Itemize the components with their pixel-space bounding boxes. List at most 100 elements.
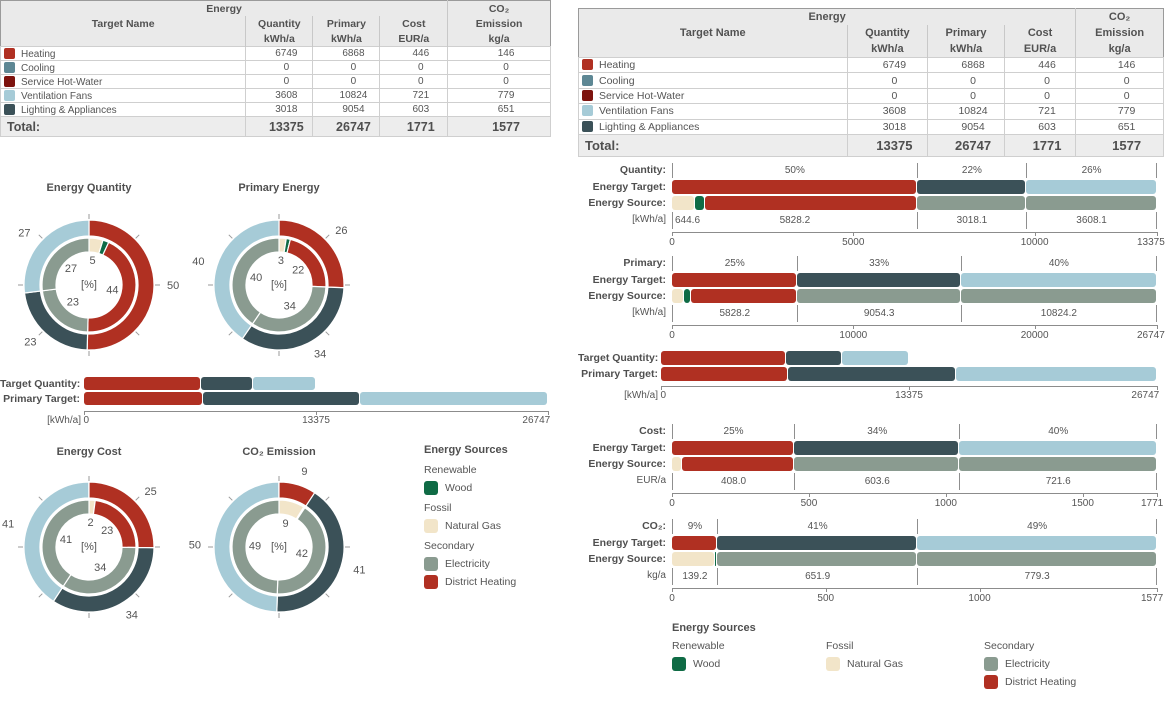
table-row: Lighting & Appliances 3018 9054 603 651 — [578, 118, 1164, 135]
axis-tick-label: 0 — [669, 330, 675, 341]
donut-axis-tick — [38, 331, 43, 336]
row-name-cell: Ventilation Fans — [578, 103, 848, 120]
legend-group-label: Secondary — [424, 540, 475, 552]
legend-group-label: Secondary — [984, 640, 1035, 652]
bar-segment-electricity — [917, 552, 1157, 566]
row-value: 146 — [1075, 56, 1164, 74]
table-header-col: Quantity — [846, 25, 928, 41]
legend-title: Energy Sources — [424, 444, 508, 456]
value-cell: 3608.1 — [1026, 212, 1157, 229]
legend-item-wood: Wood — [424, 481, 564, 495]
donut-chart: 25 34 41 2 23 34 41 [%] — [2, 476, 160, 622]
legend-item-label: Wood — [693, 658, 721, 670]
percent-cell: 49% — [917, 519, 1157, 534]
value-cell: 603.6 — [794, 473, 959, 490]
bar-segment-naturalGas — [672, 552, 714, 566]
legend-title: Energy Sources — [672, 622, 756, 634]
table-header-co2: CO₂ — [447, 0, 551, 16]
row-value: 0 — [447, 60, 551, 75]
total-value: 1771 — [379, 116, 449, 137]
hbar-unit-label: kg/a — [647, 570, 666, 581]
donut-label: 44 — [106, 284, 118, 296]
row-name: Ventilation Fans — [599, 105, 674, 118]
value-label: 408.0 — [721, 476, 747, 487]
row-value: 779 — [447, 88, 551, 103]
legend-item-label: Natural Gas — [445, 520, 502, 532]
bar-segment-wood — [683, 289, 690, 303]
donut-segment-electricity — [231, 237, 280, 325]
row-value: 9054 — [312, 102, 381, 117]
axis-tick — [979, 588, 981, 592]
donut-title: Primary Energy — [238, 182, 320, 194]
bar-segment-lighting — [788, 367, 956, 381]
bar-segment-heating — [672, 441, 794, 455]
bar-segment-ventilation — [360, 392, 547, 405]
axis-tick-label: 1577 — [1140, 593, 1164, 604]
row-value: 9054 — [927, 118, 1005, 135]
table-header-unit: kWh/a — [312, 31, 380, 47]
bar-segment-ventilation — [842, 351, 909, 365]
table-header-target-name: Target Name — [0, 16, 246, 31]
value-label: 5828.2 — [779, 215, 811, 226]
table-header-unit: kWh/a — [846, 41, 928, 58]
energy-table: Energy CO₂ Target Name Quantity Primary Cost E… — [578, 8, 1164, 157]
axis-tick — [1157, 493, 1158, 497]
table-header-empty — [578, 41, 848, 58]
right-report-page: Energy CO₂ Target Name Quantity Primary Cost E… — [578, 0, 1165, 703]
donut-label: 42 — [296, 548, 308, 560]
donut-axis-tick — [325, 331, 330, 336]
percent-cell: 9% — [672, 519, 717, 534]
table-header-col: Emission — [447, 16, 551, 31]
row-value: 446 — [1003, 56, 1077, 74]
total-value: 1577 — [1075, 133, 1164, 157]
axis-line — [661, 386, 1157, 387]
donut-center-unit: [%] — [81, 279, 97, 291]
table-header-unit: kWh/a — [927, 41, 1005, 58]
table-row: Ventilation Fans 3608 10824 721 779 — [578, 103, 1164, 120]
left-report-page: Energy CO₂ Target Name Quantity Primary Cost E… — [0, 0, 560, 703]
stacked-bar-wrap: Target Quantity: Primary Target: 0 13375 267… — [578, 349, 1165, 411]
axis-line — [84, 411, 548, 412]
donut-label: 49 — [249, 540, 261, 552]
donut-chart: 50 23 27 5 44 23 27 [%] — [18, 214, 179, 356]
donut-axis-tick — [228, 331, 233, 336]
row-value: 603 — [1003, 118, 1077, 135]
value-label: 10824.2 — [1040, 308, 1077, 319]
row-value: 0 — [927, 72, 1005, 89]
bar-segment-lighting — [796, 273, 960, 287]
legend-item-label: Electricity — [445, 558, 490, 570]
axis-tick-label: 1771 — [1140, 498, 1164, 509]
axis-tick — [548, 411, 549, 415]
axis-tick — [672, 232, 673, 236]
bar-segment-districtHeating — [705, 196, 916, 210]
district-heating-swatch — [984, 675, 998, 689]
donut-label: 25 — [145, 486, 157, 498]
donut-axis-tick — [135, 234, 140, 239]
row-value: 3608 — [846, 103, 929, 120]
table-header-energy: Energy — [578, 8, 1076, 25]
table-row: Lighting & Appliances 3018 9054 603 651 — [0, 102, 551, 117]
donut-label: 2 — [88, 517, 94, 529]
table-row: Service Hot-Water 0 0 0 0 — [578, 87, 1164, 105]
bar-segment-lighting — [203, 392, 360, 405]
energy-target-bar — [672, 180, 1157, 194]
legend-group-label: Fossil — [826, 640, 854, 652]
hbar-chart-cost: Cost: Energy Target: Energy Source: EUR/a 25… — [578, 424, 1165, 510]
bar-segment-ventilation — [960, 273, 1156, 287]
table-header-col: Primary — [312, 16, 380, 31]
row-name-cell: Service Hot-Water — [578, 87, 848, 105]
donut-segment-electricity — [231, 499, 280, 595]
bar-segment-wood — [695, 196, 705, 210]
row-name: Service Hot-Water — [21, 76, 103, 88]
bar-segment-naturalGas — [672, 196, 695, 210]
value-label: 3608.1 — [1076, 215, 1107, 226]
donut-axis-tick — [135, 496, 140, 501]
donut-segment-electricity — [41, 499, 90, 587]
row-value: 0 — [245, 74, 314, 89]
hbar-name-label: Cost: — [639, 425, 666, 437]
row-value: 603 — [379, 102, 449, 117]
hbar-source-row-label: Energy Source: — [588, 197, 666, 209]
percent-cell: 25% — [672, 424, 794, 439]
donut-label: 41 — [2, 519, 14, 531]
total-value: 1577 — [447, 116, 551, 137]
